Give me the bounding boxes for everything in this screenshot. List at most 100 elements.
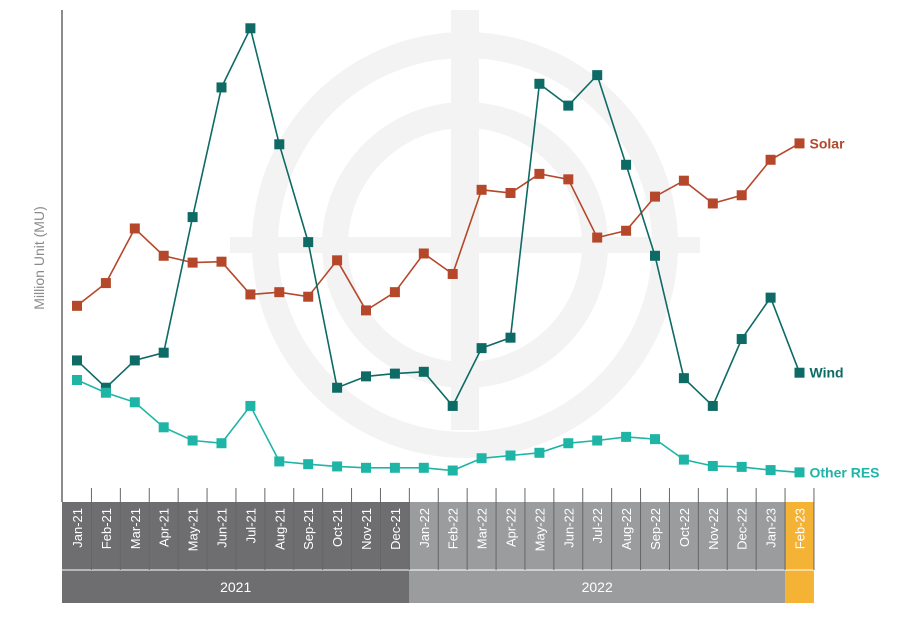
data-point-wind xyxy=(707,400,718,411)
series-label-wind: Wind xyxy=(810,365,844,381)
data-point-other-res xyxy=(245,400,256,411)
x-tick-label: Dec-22 xyxy=(735,508,750,550)
data-point-other-res xyxy=(534,447,545,458)
x-tick-label: Feb-22 xyxy=(446,508,461,549)
year-label-1: 2022 xyxy=(582,579,613,595)
series-label-other-res: Other RES xyxy=(810,464,880,480)
data-point-solar xyxy=(100,278,111,289)
data-point-wind xyxy=(72,355,82,366)
x-tick-label: Jul-21 xyxy=(243,508,258,543)
data-point-wind xyxy=(332,382,343,393)
series-line-wind xyxy=(76,25,801,408)
x-tick-label: Oct-22 xyxy=(677,508,692,547)
data-point-wind xyxy=(129,355,140,366)
data-point-solar xyxy=(621,225,632,236)
data-point-solar xyxy=(678,175,689,186)
data-point-other-res xyxy=(418,462,429,473)
data-point-solar xyxy=(129,223,140,234)
data-point-other-res xyxy=(621,431,632,442)
series-line-other-res xyxy=(76,379,800,474)
data-point-other-res xyxy=(794,467,805,478)
data-point-other-res xyxy=(129,397,140,408)
y-axis-label: Million Unit (MU) xyxy=(31,206,47,309)
data-point-solar xyxy=(592,232,603,243)
x-tick-label: Jan-22 xyxy=(417,508,432,548)
data-point-other-res xyxy=(678,454,689,465)
series-line-solar xyxy=(76,142,800,312)
data-point-wind xyxy=(592,70,603,81)
x-axis-ticks: Jan-21 Feb-21 Mar-21 Apr-21 May-21 Jun-21 Jul-… xyxy=(70,488,815,570)
data-point-other-res xyxy=(332,461,343,472)
series-layer: Solar Wind Other RES xyxy=(72,23,880,480)
data-point-other-res xyxy=(476,453,487,464)
watermark-logo xyxy=(230,10,700,458)
data-point-solar xyxy=(303,291,314,302)
data-point-solar xyxy=(736,190,747,201)
data-point-solar xyxy=(158,250,169,261)
data-point-other-res xyxy=(707,460,718,471)
x-tick-label: Jul-22 xyxy=(590,508,605,543)
data-point-solar xyxy=(794,138,805,149)
x-tick-label: Apr-21 xyxy=(157,508,172,547)
x-tick-label: May-22 xyxy=(532,508,547,551)
data-point-wind xyxy=(158,347,169,358)
data-point-other-res xyxy=(158,422,169,433)
data-point-other-res xyxy=(505,450,516,461)
x-tick-label: May-21 xyxy=(186,508,201,551)
data-point-other-res xyxy=(303,459,314,470)
data-point-solar xyxy=(216,256,227,267)
x-tick-label: Feb-23 xyxy=(793,508,808,549)
data-point-other-res xyxy=(447,465,458,476)
data-point-other-res xyxy=(72,374,82,385)
series-label-solar: Solar xyxy=(810,135,846,151)
x-tick-label: Nov-21 xyxy=(359,508,374,550)
data-point-wind xyxy=(216,82,227,93)
series-solar: Solar xyxy=(72,135,846,316)
x-tick-label: Dec-21 xyxy=(388,508,403,550)
data-point-solar xyxy=(332,255,343,266)
data-point-other-res xyxy=(361,462,371,473)
data-point-wind xyxy=(678,373,689,384)
x-tick-label: Feb-21 xyxy=(99,508,114,549)
year-band-1 xyxy=(409,502,786,603)
data-point-wind xyxy=(274,139,285,150)
x-tick-label: Aug-21 xyxy=(272,508,287,550)
data-point-wind xyxy=(765,292,776,303)
data-point-solar xyxy=(274,287,285,298)
x-tick-label: Jun-21 xyxy=(215,508,230,548)
data-point-solar xyxy=(534,168,545,179)
x-tick-label: Apr-22 xyxy=(504,508,519,547)
x-tick-label: Sep-22 xyxy=(648,508,663,550)
data-point-other-res xyxy=(187,435,198,446)
data-point-solar xyxy=(707,198,718,209)
data-point-wind xyxy=(476,343,487,354)
data-point-other-res xyxy=(650,434,660,445)
data-point-wind xyxy=(505,332,516,343)
data-point-wind xyxy=(621,159,632,170)
series-other-res: Other RES xyxy=(72,374,880,480)
data-point-wind xyxy=(418,366,429,377)
data-point-wind xyxy=(303,237,314,248)
x-tick-label: Jan-23 xyxy=(764,508,779,548)
data-point-other-res xyxy=(736,461,747,472)
data-point-solar xyxy=(765,154,776,165)
data-point-other-res xyxy=(389,462,400,473)
data-point-solar xyxy=(563,174,574,185)
x-tick-label: Sep-21 xyxy=(301,508,316,550)
data-point-wind xyxy=(361,371,371,382)
data-point-other-res xyxy=(563,438,574,449)
x-tick-label: Oct-21 xyxy=(330,508,345,547)
x-tick-label: Nov-22 xyxy=(706,508,721,550)
series-wind: Wind xyxy=(72,23,844,411)
x-tick-label: Mar-22 xyxy=(475,508,490,549)
data-point-wind xyxy=(794,367,805,378)
data-point-other-res xyxy=(274,456,285,467)
data-point-wind xyxy=(447,400,458,411)
data-point-wind xyxy=(736,334,747,345)
x-tick-label: Jan-21 xyxy=(70,508,85,548)
data-point-solar xyxy=(187,257,198,268)
data-point-wind xyxy=(187,212,198,223)
data-point-solar xyxy=(505,187,516,198)
data-point-solar xyxy=(361,305,371,316)
